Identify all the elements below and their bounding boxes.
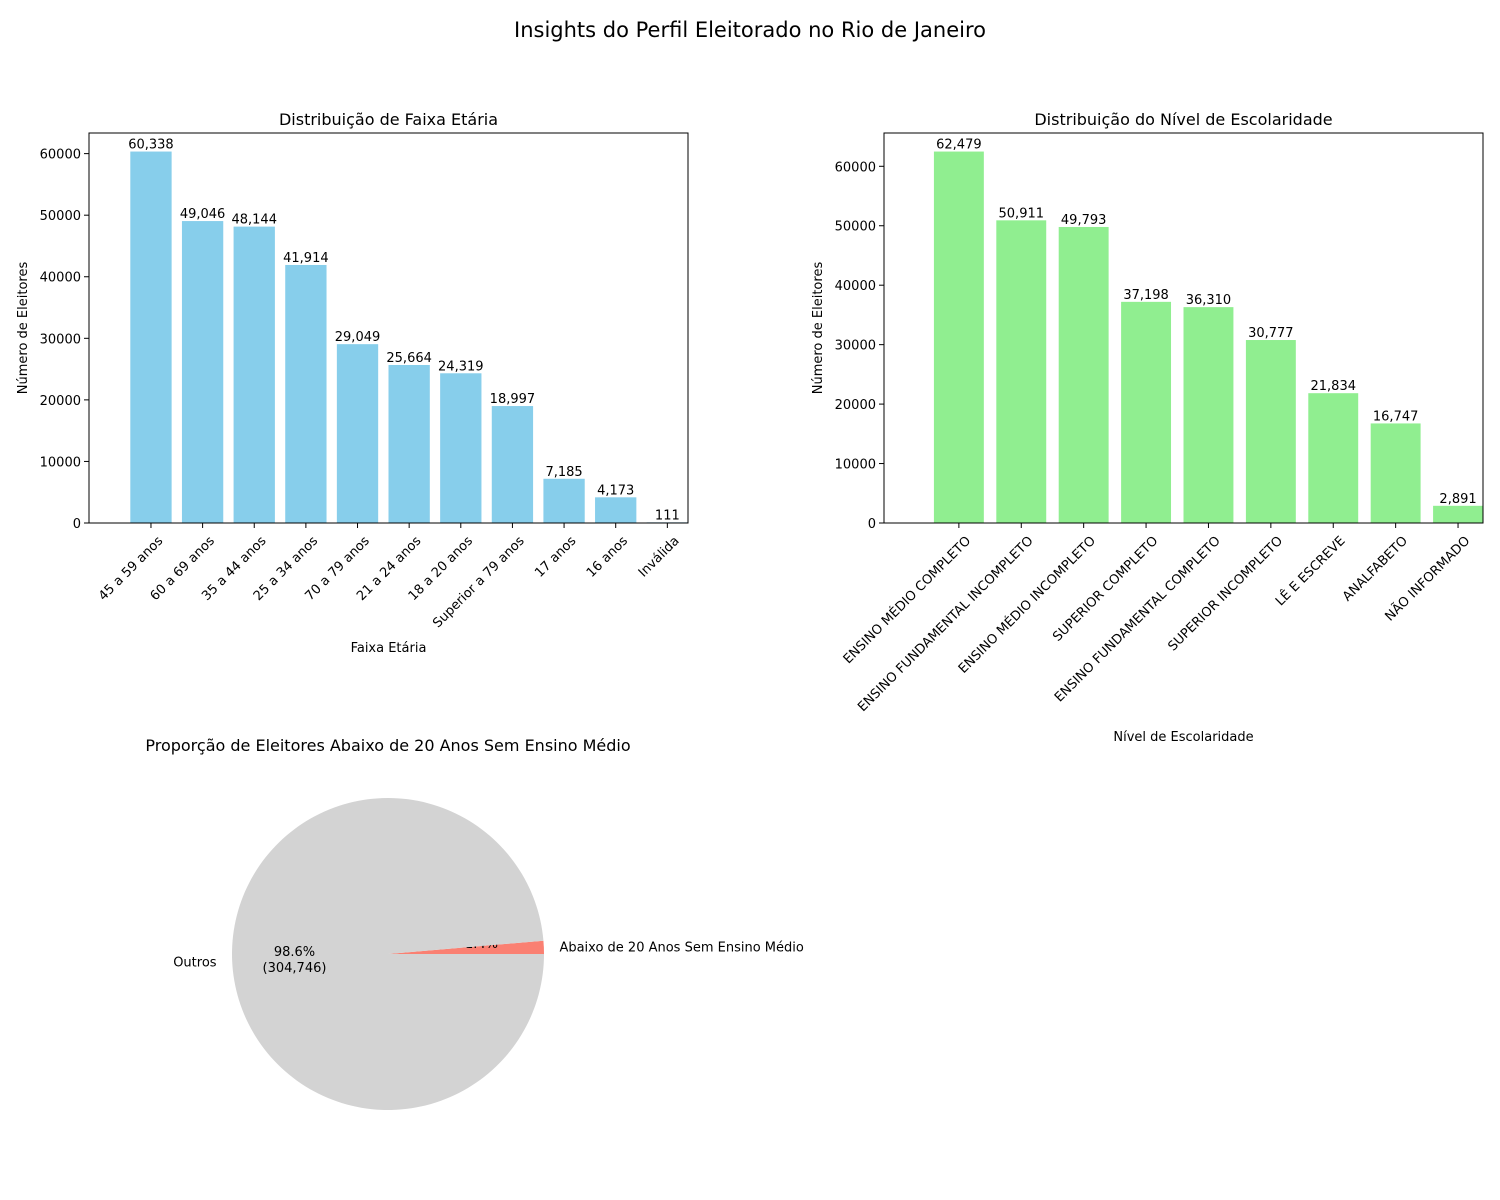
data-label: 37,198 <box>1123 288 1169 303</box>
bar <box>336 344 379 523</box>
bar <box>1121 301 1172 523</box>
bar-chart-1: Distribuição de Faixa Etária 60,338 49,046… <box>16 110 689 656</box>
bar <box>1370 423 1421 523</box>
x-tick-label: Inválida <box>636 534 683 581</box>
x-tick-label: SUPERIOR COMPLETO <box>1050 534 1161 645</box>
bar <box>1183 307 1234 523</box>
data-label: 21,834 <box>1311 379 1357 394</box>
bar <box>996 220 1047 524</box>
plot-frame <box>88 132 689 524</box>
y-tick-label: 30000 <box>40 332 81 347</box>
data-label: 7,185 <box>545 465 582 480</box>
x-tick-label: 16 anos <box>584 533 631 580</box>
data-label: 16,747 <box>1373 409 1419 424</box>
plot-frame <box>883 132 1484 524</box>
pie-slice <box>388 940 544 954</box>
slice-count: (304,746) <box>263 961 327 976</box>
x-axis-label: Faixa Etária <box>351 641 427 656</box>
data-label: 4,173 <box>597 483 634 498</box>
bar <box>1433 505 1483 523</box>
y-tick-label: 30000 <box>835 339 876 354</box>
pie-slice <box>232 798 544 1111</box>
x-tick-label: Superior a 79 anos <box>430 534 528 632</box>
y-axis-label: Número de Eleitores <box>16 262 31 395</box>
x-tick-label: SUPERIOR INCOMPLETO <box>1165 534 1286 655</box>
chart-title: Proporção de Eleitores Abaixo de 20 Anos… <box>145 736 630 755</box>
slice-percent: 98.6% <box>274 945 315 960</box>
x-tick-label: ANALFABETO <box>1340 534 1411 605</box>
pie-chart: Proporção de Eleitores Abaixo de 20 Anos… <box>145 736 804 1111</box>
data-label: 30,777 <box>1248 326 1294 341</box>
bar-chart-2: Distribuição do Nível de Escolaridade 62,… <box>811 110 1484 745</box>
slice-label: Abaixo de 20 Anos Sem Ensino Médio <box>559 941 803 956</box>
y-tick-label: 40000 <box>40 271 81 286</box>
data-label: 36,310 <box>1186 293 1232 308</box>
y-tick-label: 60000 <box>835 160 876 175</box>
bar <box>130 151 172 523</box>
x-tick-label: 17 anos <box>532 533 579 580</box>
bar <box>933 151 984 523</box>
y-axis-label: Número de Eleitores <box>811 262 826 395</box>
data-label: 18,997 <box>490 392 536 407</box>
bar <box>181 221 224 523</box>
data-label: 49,793 <box>1061 213 1107 228</box>
bar <box>491 406 534 523</box>
chart-title: Distribuição de Faixa Etária <box>279 110 498 129</box>
x-tick-label: ENSINO MÉDIO INCOMPLETO <box>955 533 1099 677</box>
bar <box>1308 393 1359 523</box>
data-label: 24,319 <box>438 359 484 374</box>
x-tick-label: ENSINO MÉDIO COMPLETO <box>840 533 974 667</box>
y-tick-label: 60000 <box>40 148 81 163</box>
data-label: 49,046 <box>180 207 226 222</box>
y-tick-label: 50000 <box>835 220 876 235</box>
y-tick-label: 0 <box>868 517 876 532</box>
y-tick-label: 50000 <box>40 209 81 224</box>
page-title: Insights do Perfil Eleitorado no Rio de … <box>514 18 986 42</box>
bar <box>1245 340 1296 523</box>
chart-title: Distribuição do Nível de Escolaridade <box>1034 110 1332 129</box>
data-label: 41,914 <box>283 251 329 266</box>
slice-label: Outros <box>173 955 217 970</box>
y-tick-label: 40000 <box>835 279 876 294</box>
y-tick-label: 10000 <box>835 458 876 473</box>
y-tick-label: 10000 <box>40 455 81 470</box>
bar <box>440 373 482 523</box>
bar <box>1058 226 1109 523</box>
data-label: 111 <box>655 508 680 523</box>
data-label: 60,338 <box>128 138 174 153</box>
data-label: 62,479 <box>936 138 982 153</box>
bar <box>595 497 637 523</box>
x-axis-label: Nível de Escolaridade <box>1113 730 1253 745</box>
bar <box>233 226 275 524</box>
bar <box>388 365 430 523</box>
y-tick-label: 20000 <box>835 398 876 413</box>
bar <box>285 264 327 523</box>
data-label: 50,911 <box>999 206 1045 221</box>
data-label: 25,664 <box>386 351 432 366</box>
data-label: 48,144 <box>231 213 277 228</box>
y-tick-label: 0 <box>73 517 81 532</box>
data-label: 2,891 <box>1439 492 1476 507</box>
y-tick-label: 20000 <box>40 394 81 409</box>
bar <box>543 478 585 523</box>
data-label: 29,049 <box>335 330 381 345</box>
